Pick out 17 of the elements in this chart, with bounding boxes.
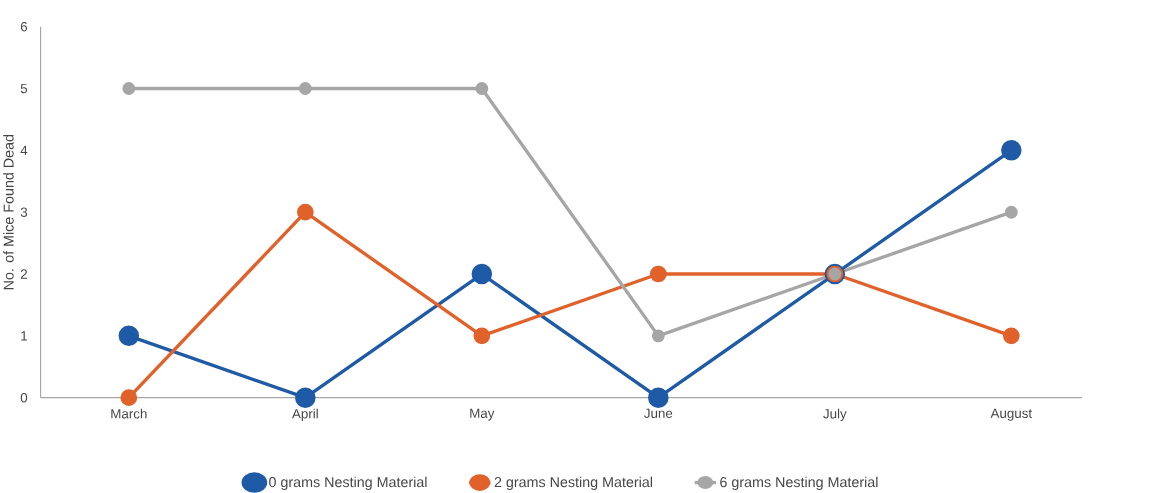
x-tick-label: June bbox=[644, 408, 673, 418]
x-tick-label: July bbox=[823, 408, 847, 422]
x-tick-label: May bbox=[470, 408, 495, 421]
legend-label: 6 grams Nesting Material bbox=[720, 476, 878, 490]
y-tick-label: 2 bbox=[20, 269, 27, 279]
legend-label: 2 grams Nesting Material bbox=[494, 476, 652, 490]
x-tick-label: March bbox=[111, 408, 147, 419]
x-tick-label: April bbox=[292, 408, 318, 422]
y-tick-label: 3 bbox=[20, 207, 28, 217]
x-tick-label: August bbox=[990, 408, 1033, 421]
y-tick-label: 1 bbox=[21, 331, 28, 341]
y-tick-label: 4 bbox=[20, 145, 28, 155]
y-tick-label: 6 bbox=[20, 21, 28, 32]
y-tick-label: 0 bbox=[20, 392, 28, 403]
legend-label: 0 grams Nesting Material bbox=[269, 476, 427, 490]
y-axis-title: No. of Mice Found Dead bbox=[3, 134, 14, 290]
y-tick-label: 5 bbox=[20, 83, 28, 94]
